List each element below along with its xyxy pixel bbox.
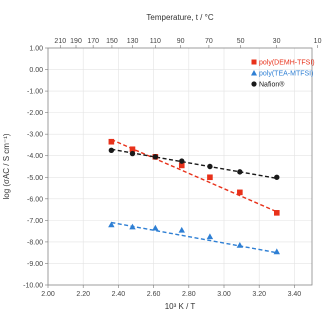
fit-lines (111, 138, 278, 254)
x-tick-label: 2.20 (76, 291, 90, 298)
legend-marker-poly-demh-tfsi (251, 59, 257, 65)
data-point-poly-tea-mtfsi (206, 233, 214, 240)
y-tick-label: -5.00 (27, 175, 43, 182)
y-tick-label: -9.00 (27, 261, 43, 268)
top-tick-label: 210 (54, 38, 66, 45)
data-point-nafion (274, 174, 280, 180)
data-point-nafion (207, 163, 213, 170)
x-tick-label: 2.40 (112, 291, 126, 298)
top-axis-title: Temperature, t / °C (146, 13, 213, 22)
fit-line-nafion (111, 148, 277, 180)
y-tick-label: 1.00 (29, 46, 43, 53)
data-point-poly-demh-tfsi (237, 189, 243, 196)
y-tick-label: -3.00 (27, 132, 43, 139)
plot-area (47, 47, 313, 286)
y-tick-label: -7.00 (27, 218, 43, 225)
data-point-nafion (129, 150, 136, 157)
top-tick-label: 110 (150, 38, 161, 45)
axis-ticks: 2.00 2.20 2.40 2.60 2.80 3.00 3.20 3.40 1.00 0.00… (23, 38, 321, 298)
top-tick-label: 170 (87, 38, 99, 45)
data-point-poly-demh-tfsi (129, 146, 136, 153)
data-point-poly-tea-mtfsi (236, 241, 244, 248)
data-point-nafion (152, 154, 159, 160)
legend-label-nafion: Nafion® (259, 81, 285, 89)
data-point-poly-demh-tfsi (108, 138, 115, 145)
data-point-poly-demh-tfsi (207, 174, 213, 181)
fit-line-poly-tea-mtfsi (111, 221, 277, 254)
legend-label-poly-tea-mtfsi: poly(TEA-MTFSI) (259, 71, 313, 78)
x-tick-label: 3.20 (252, 291, 266, 298)
x-tick-label: 3.00 (217, 291, 231, 298)
x-tick-label: 2.80 (182, 291, 196, 298)
top-tick-label: 70 (205, 38, 213, 45)
x-tick-label: 2.00 (41, 291, 55, 298)
data-point-poly-demh-tfsi (274, 210, 280, 216)
data-point-nafion (237, 169, 243, 175)
legend-label-poly-demh-tfsi: poly(DEMH-TFSI) (259, 60, 315, 67)
data-point-poly-demh-tfsi (178, 162, 185, 169)
x-axis-title: 10³ K / T (165, 302, 196, 311)
y-tick-label: -2.00 (27, 110, 43, 117)
data-point-poly-tea-mtfsi (152, 224, 159, 231)
data-point-nafion (179, 158, 185, 164)
y-axis-title: log (σAC / S cm⁻¹) (2, 133, 11, 199)
top-tick-label: 50 (237, 38, 245, 45)
y-tick-label: 0.00 (29, 67, 43, 74)
legend-marker-poly-tea-mtfsi (251, 70, 257, 76)
top-tick-label: 130 (127, 38, 139, 45)
top-tick-label: 90 (177, 38, 185, 45)
data-point-poly-tea-mtfsi (108, 221, 115, 228)
y-tick-label: -10.00 (23, 283, 43, 290)
data-point-poly-tea-mtfsi (273, 248, 280, 255)
legend: poly(DEMH-TFSI) poly(TEA-MTFSI) Nafion® (251, 59, 315, 89)
top-tick-label: 10 (314, 38, 322, 45)
data-point-poly-tea-mtfsi (129, 223, 136, 230)
y-tick-label: -8.00 (27, 239, 43, 246)
top-tick-label: 150 (106, 38, 118, 45)
top-tick-label: 190 (70, 38, 82, 45)
top-tick-label: 30 (273, 38, 281, 45)
grid-lines (47, 47, 312, 286)
legend-marker-nafion (251, 81, 257, 87)
data-point-poly-tea-mtfsi (178, 226, 185, 233)
data-markers (108, 138, 280, 255)
x-tick-label: 3.40 (288, 291, 302, 298)
y-tick-label: -1.00 (27, 89, 43, 96)
y-tick-label: -4.00 (27, 153, 43, 160)
y-tick-label: -6.00 (27, 196, 43, 203)
data-point-nafion (108, 147, 115, 154)
x-tick-label: 2.60 (147, 291, 161, 298)
fit-line-poly-demh-tfsi (111, 138, 278, 213)
